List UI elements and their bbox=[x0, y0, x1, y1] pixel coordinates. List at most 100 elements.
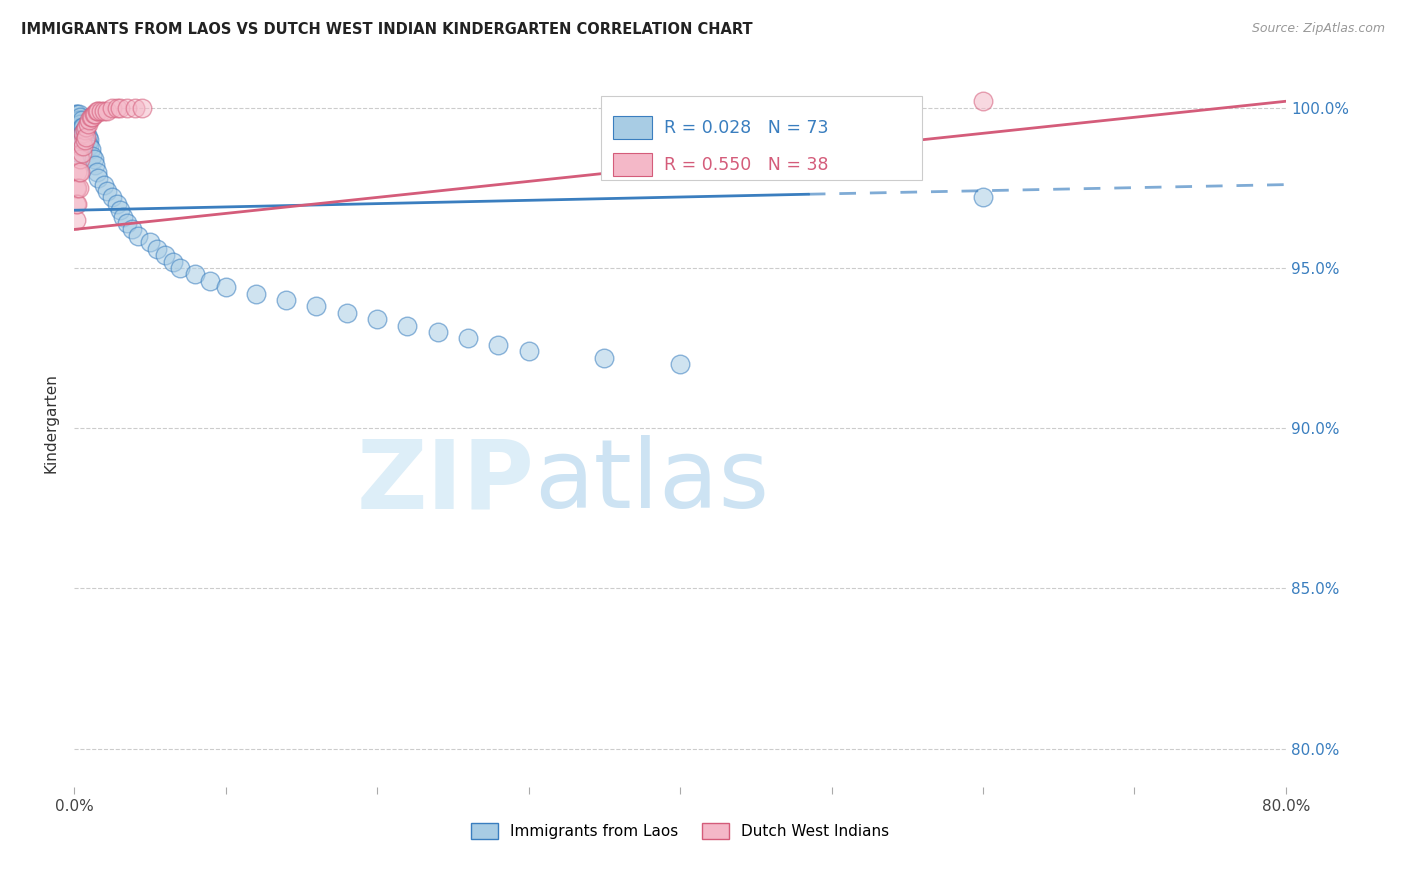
Point bbox=[77, 133, 100, 147]
Point bbox=[139, 235, 162, 250]
Point bbox=[426, 325, 449, 339]
Point bbox=[366, 312, 388, 326]
Point bbox=[90, 103, 112, 118]
Point bbox=[66, 126, 89, 140]
Point bbox=[276, 293, 298, 307]
Point bbox=[66, 181, 89, 195]
Point bbox=[76, 136, 98, 150]
Point bbox=[593, 351, 616, 365]
Point bbox=[66, 107, 89, 121]
Point bbox=[65, 120, 87, 134]
Point bbox=[972, 95, 994, 109]
Point bbox=[73, 129, 96, 144]
Point bbox=[76, 129, 98, 144]
Point bbox=[72, 126, 94, 140]
Point bbox=[108, 203, 131, 218]
Point bbox=[65, 181, 87, 195]
Point bbox=[108, 101, 131, 115]
Point bbox=[75, 126, 97, 140]
Point bbox=[82, 149, 104, 163]
Point bbox=[162, 254, 184, 268]
Point bbox=[77, 139, 100, 153]
Point bbox=[70, 133, 93, 147]
Point bbox=[83, 107, 105, 121]
Point bbox=[65, 126, 87, 140]
Point bbox=[115, 101, 138, 115]
Point bbox=[73, 123, 96, 137]
Point bbox=[67, 120, 90, 134]
Point bbox=[65, 113, 87, 128]
FancyBboxPatch shape bbox=[613, 153, 652, 177]
Point bbox=[73, 136, 96, 150]
Point bbox=[87, 103, 110, 118]
Point bbox=[77, 113, 100, 128]
Point bbox=[84, 158, 107, 172]
Point bbox=[67, 149, 90, 163]
Point bbox=[214, 280, 236, 294]
FancyBboxPatch shape bbox=[613, 116, 652, 139]
Point bbox=[200, 274, 222, 288]
Text: R = 0.028   N = 73: R = 0.028 N = 73 bbox=[664, 119, 828, 136]
Point bbox=[73, 133, 96, 147]
Point bbox=[67, 126, 90, 140]
Point bbox=[65, 197, 87, 211]
Legend: Immigrants from Laos, Dutch West Indians: Immigrants from Laos, Dutch West Indians bbox=[464, 817, 896, 845]
Point bbox=[86, 165, 108, 179]
Point bbox=[121, 222, 143, 236]
Point bbox=[80, 142, 103, 156]
Point bbox=[153, 248, 176, 262]
Point bbox=[69, 165, 91, 179]
Point bbox=[105, 101, 128, 115]
Point bbox=[69, 117, 91, 131]
Point bbox=[65, 107, 87, 121]
Point bbox=[66, 120, 89, 134]
Point bbox=[67, 165, 90, 179]
Point bbox=[517, 344, 540, 359]
Point bbox=[305, 299, 328, 313]
Point bbox=[486, 338, 509, 352]
Point bbox=[396, 318, 419, 333]
Point bbox=[66, 113, 89, 128]
Point bbox=[72, 120, 94, 134]
Point bbox=[67, 113, 90, 128]
Point bbox=[66, 133, 89, 147]
Point bbox=[70, 126, 93, 140]
Point bbox=[70, 145, 93, 160]
Point bbox=[70, 120, 93, 134]
Point bbox=[86, 103, 108, 118]
Point bbox=[69, 152, 91, 166]
Point bbox=[184, 268, 207, 282]
Text: IMMIGRANTS FROM LAOS VS DUTCH WEST INDIAN KINDERGARTEN CORRELATION CHART: IMMIGRANTS FROM LAOS VS DUTCH WEST INDIA… bbox=[21, 22, 752, 37]
Point bbox=[115, 216, 138, 230]
Point bbox=[75, 120, 97, 134]
Point bbox=[72, 126, 94, 140]
Point bbox=[111, 210, 134, 224]
Point bbox=[72, 139, 94, 153]
Point bbox=[75, 133, 97, 147]
Text: ZIP: ZIP bbox=[357, 435, 534, 528]
Point bbox=[93, 178, 115, 192]
Point bbox=[96, 184, 118, 198]
Point bbox=[67, 107, 90, 121]
Point bbox=[75, 129, 97, 144]
Point bbox=[96, 103, 118, 118]
Point bbox=[76, 117, 98, 131]
Point bbox=[245, 286, 267, 301]
Point bbox=[65, 212, 87, 227]
Point bbox=[101, 190, 124, 204]
Point bbox=[131, 101, 153, 115]
Point bbox=[83, 152, 105, 166]
Point bbox=[70, 133, 93, 147]
Point bbox=[127, 228, 149, 243]
Point bbox=[93, 103, 115, 118]
Point bbox=[69, 123, 91, 137]
Point bbox=[69, 139, 91, 153]
Point bbox=[169, 260, 191, 275]
Point bbox=[69, 110, 91, 124]
Point bbox=[67, 145, 90, 160]
Point bbox=[66, 197, 89, 211]
Point bbox=[73, 123, 96, 137]
Point bbox=[82, 110, 104, 124]
Point bbox=[80, 110, 103, 124]
Point bbox=[87, 171, 110, 186]
